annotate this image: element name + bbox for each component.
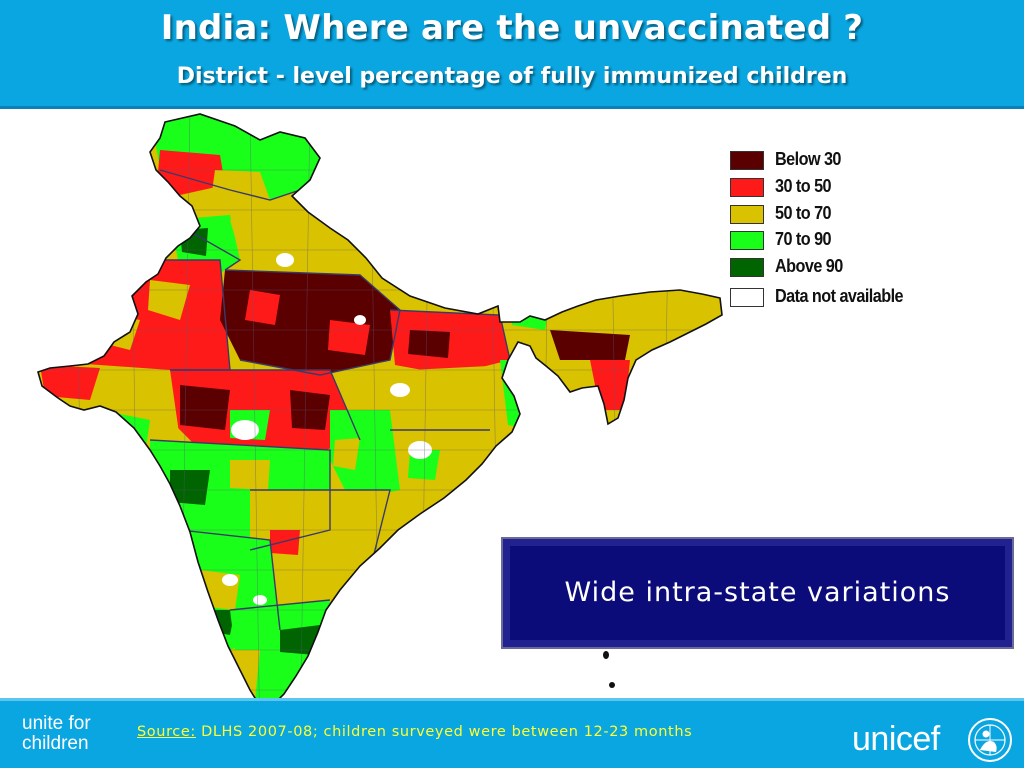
source-text: DLHS 2007-08; children surveyed were bet… [195,724,693,740]
unicef-logo-text: unicef [852,720,940,758]
legend-label: Below 30 [775,149,841,169]
page-title: India: Where are the unvaccinated ? [160,8,864,48]
legend-label: 50 to 70 [775,202,832,223]
legend-label: Data not available [775,285,904,306]
footer-bar: unite for children Source: DLHS 2007-08;… [0,698,1024,768]
footer-divider [0,698,1024,701]
callout-text: Wide intra-state variations [564,577,951,608]
legend-label: Above 90 [775,256,843,277]
tagline-line1: unite for [22,713,91,734]
legend-swatch [730,151,764,170]
legend-item: Below 30 [728,148,958,175]
legend-item: 30 to 50 [728,175,958,202]
map-legend: Below 30 30 to 50 50 to 70 70 to 90 Abov… [728,148,958,312]
india-immunization-map [37,113,723,737]
legend-swatch [730,204,764,224]
legend-swatch [730,177,764,197]
legend-swatch [730,287,764,307]
legend-label: 30 to 50 [775,175,832,196]
legend-item: 70 to 90 [728,228,958,255]
source-note: Source: DLHS 2007-08; children surveyed … [137,724,692,740]
legend-item: Data not available [728,285,958,312]
legend-swatch [730,258,764,278]
header-divider [0,106,1024,109]
unicef-emblem-icon [968,718,1012,762]
callout-box: Wide intra-state variations [501,537,1014,649]
header-bar: India: Where are the unvaccinated ? Dist… [0,0,1024,106]
page-subtitle: District - level percentage of fully imm… [176,64,848,89]
legend-swatch [730,231,764,251]
legend-item: Above 90 [728,255,958,282]
india-outline [37,113,723,709]
unite-for-children-logo: unite for children [22,714,91,754]
legend-item: 50 to 70 [728,202,958,229]
legend-label: 70 to 90 [775,229,832,250]
tagline-line2: children [22,733,89,754]
source-label: Source: [137,724,196,740]
